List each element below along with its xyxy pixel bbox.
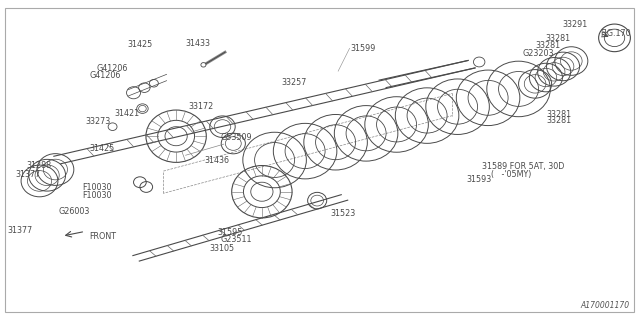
Text: 31599: 31599 [351, 44, 376, 53]
Text: 33105: 33105 [210, 244, 235, 253]
Text: F10030: F10030 [83, 183, 112, 192]
Text: 33273: 33273 [85, 117, 111, 126]
Text: A170001170: A170001170 [580, 301, 629, 310]
Text: G41206: G41206 [97, 63, 128, 73]
Text: 31523: 31523 [330, 209, 356, 218]
Text: 31377: 31377 [8, 226, 33, 235]
Text: G53509: G53509 [221, 133, 252, 142]
Text: G41206: G41206 [89, 71, 120, 80]
Text: 33291: 33291 [563, 20, 588, 29]
Text: G23511: G23511 [221, 236, 252, 244]
Text: 31595: 31595 [218, 228, 243, 237]
Text: 31377: 31377 [15, 170, 40, 179]
Text: FRONT: FRONT [89, 232, 116, 241]
Text: 33281: 33281 [536, 41, 561, 50]
Text: 33257: 33257 [281, 78, 307, 87]
Text: 31436: 31436 [205, 156, 230, 164]
Text: 31433: 31433 [186, 39, 211, 48]
Text: G23203: G23203 [522, 49, 554, 58]
Text: 31425: 31425 [89, 144, 115, 153]
Text: G26003: G26003 [59, 207, 90, 216]
Text: 33281: 33281 [547, 116, 572, 125]
Text: 33172: 33172 [189, 101, 214, 111]
Text: 31593: 31593 [467, 174, 492, 184]
Text: 33281: 33281 [545, 34, 570, 43]
Text: 31288: 31288 [27, 161, 52, 170]
Text: 31589 FOR 5AT, 30D: 31589 FOR 5AT, 30D [482, 162, 564, 171]
Text: F10030: F10030 [83, 191, 112, 200]
Text: FIG.170: FIG.170 [600, 28, 630, 38]
Text: 33281: 33281 [547, 109, 572, 118]
Text: 31425: 31425 [127, 40, 152, 49]
Text: 31421: 31421 [115, 108, 140, 117]
Text: (   -'05MY): ( -'05MY) [491, 170, 531, 179]
